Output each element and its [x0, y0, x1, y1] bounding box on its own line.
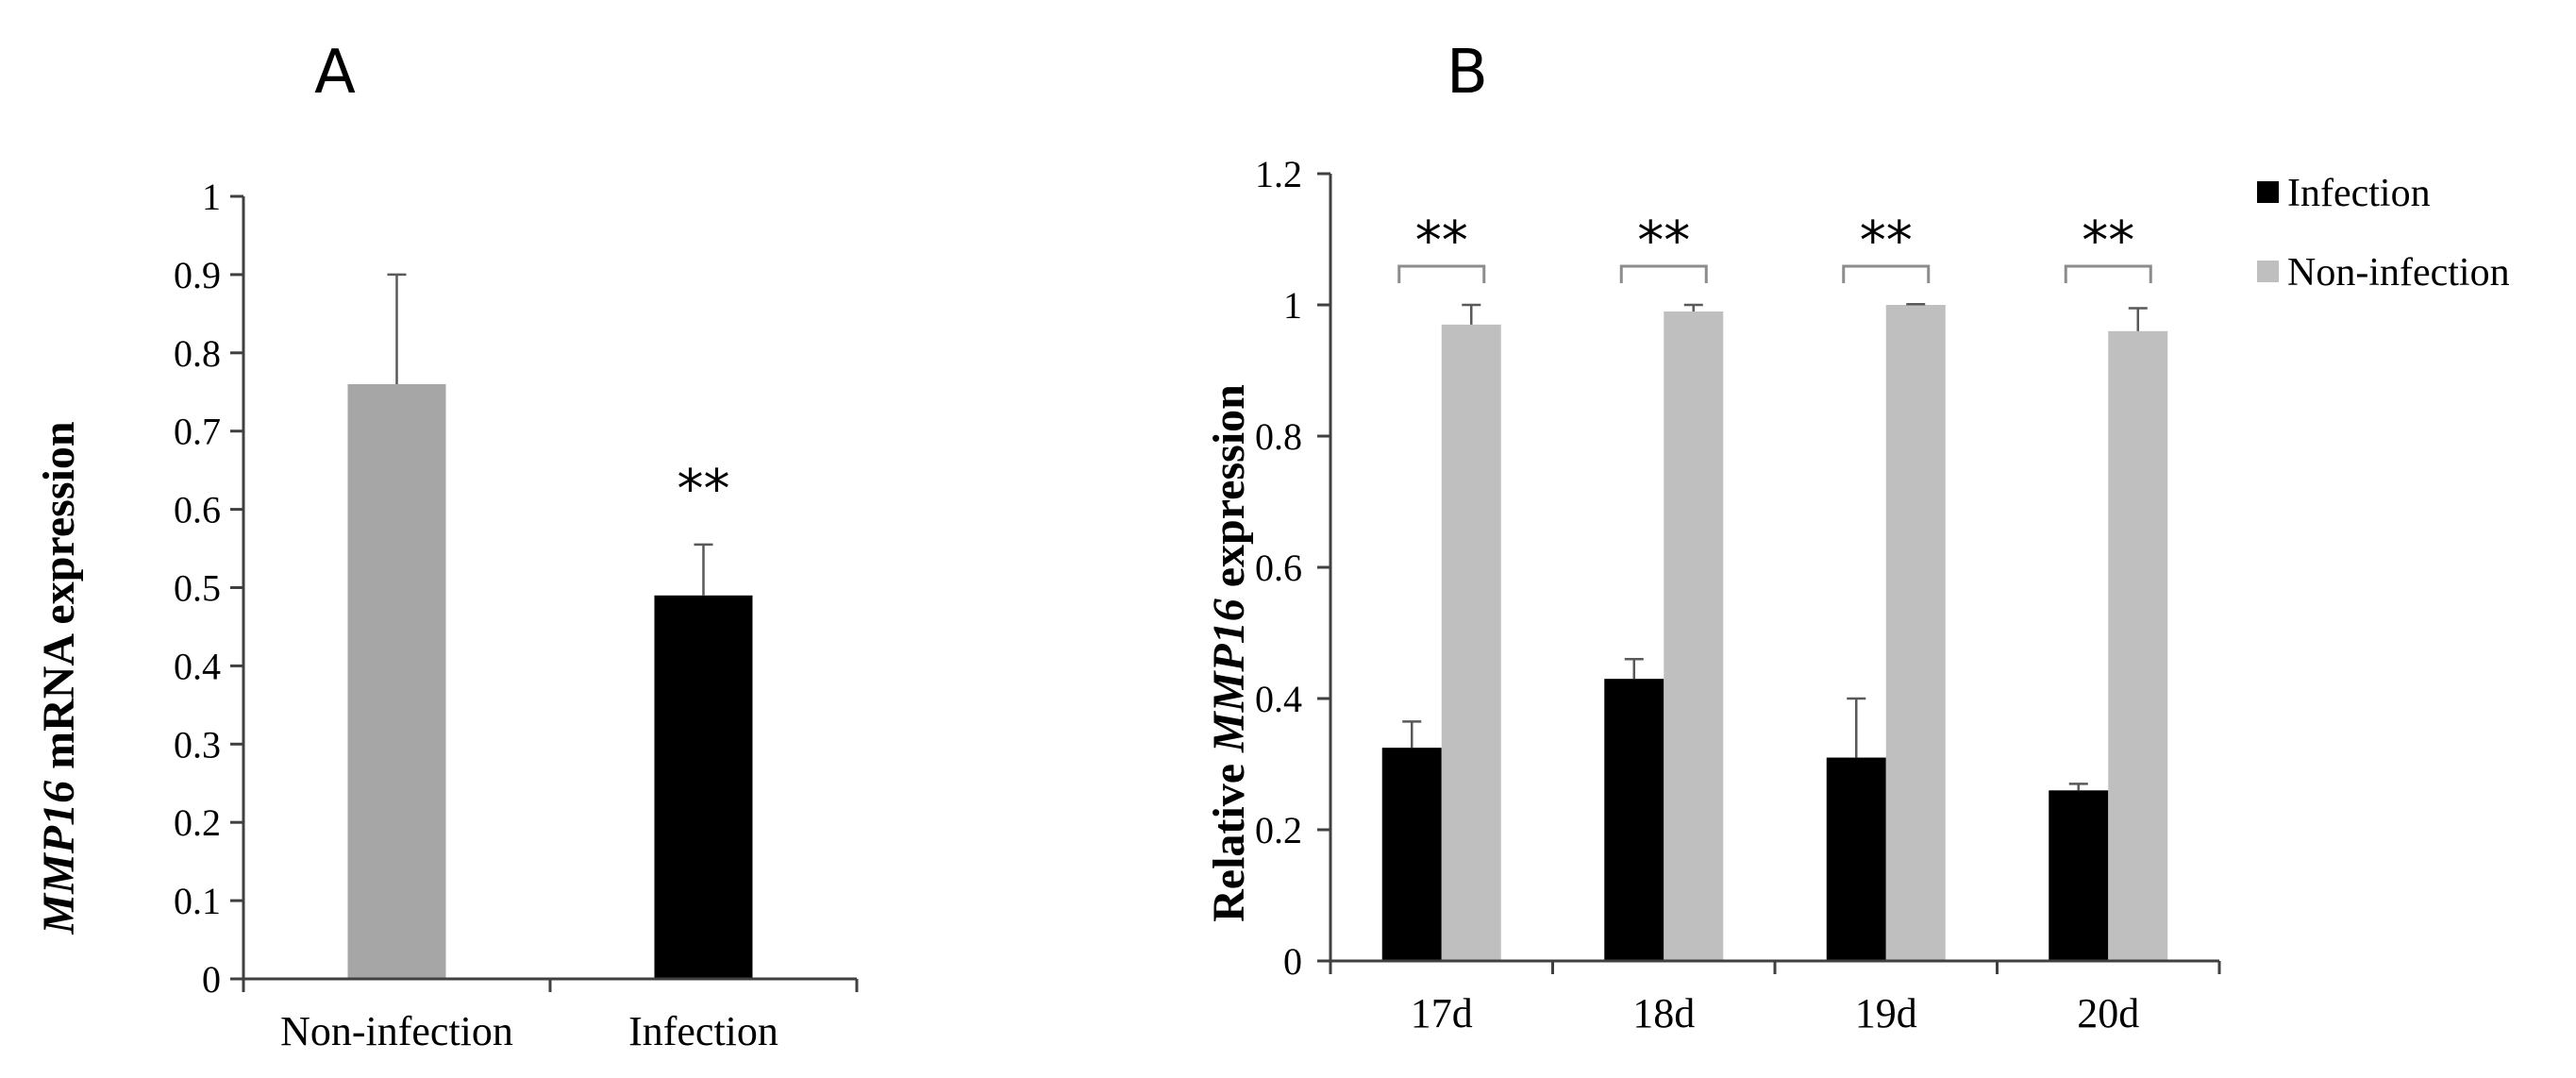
panel-a-bar	[654, 595, 753, 979]
panel-b-bar	[1441, 324, 1501, 962]
panel-a-y-tick-label: 1	[202, 176, 221, 218]
panel-b-category-labels: 17d 18d 19d 20d	[1411, 990, 2140, 1036]
panel-b-y-tick-labels: 0 0.2 0.4 0.6 0.8 1 1.2	[1255, 153, 1302, 983]
panel-b-y-tick-label: 1	[1283, 284, 1302, 327]
panel-b-significance-bracket	[1397, 264, 1486, 283]
panel-a-category-labels: Non-infection Infection	[280, 1008, 778, 1054]
panel-a-y-tick-label: 0.3	[174, 723, 221, 766]
panel-b-marks: ** ** ** **	[1381, 211, 2168, 962]
panel-b-significance: **	[2082, 211, 2134, 272]
panel-b-label: B	[1447, 38, 1488, 108]
panel-b-bar	[2108, 330, 2168, 961]
panel-a-y-tick-label: 0.2	[174, 801, 221, 844]
panel-a-y-tick-label: 0.8	[174, 332, 221, 375]
panel-b-bar	[1826, 757, 1886, 961]
panel-b-y-tick-label: 0.8	[1255, 415, 1302, 458]
panel-a-y-tick-label: 0.1	[174, 880, 221, 922]
panel-a-y-tick-label: 0.4	[174, 645, 221, 687]
panel-a: A MMP16 mRNA expression 0 0.1 0.2 0.3 0.4 0.5…	[34, 38, 859, 1054]
panel-a-axes	[230, 194, 859, 992]
legend-label-non-infection: Non-infection	[2287, 251, 2510, 295]
panel-b-significance-bracket	[1619, 264, 1708, 283]
panel-b-bar	[1604, 679, 1664, 961]
panel-a-marks: **	[347, 273, 753, 980]
panel-a-y-axis-gene: MMP16	[34, 781, 84, 935]
panel-b-legend: Infection Non-infection	[2257, 172, 2510, 295]
panel-b-significance: **	[1637, 211, 1690, 272]
panel-b-bar	[1381, 748, 1442, 961]
panel-b-category-label: 20d	[2077, 990, 2139, 1036]
panel-a-category-label: Infection	[628, 1008, 778, 1054]
panel-a-y-tick-label: 0.9	[174, 254, 221, 296]
panel-b-y-tick-label: 0.6	[1255, 547, 1302, 589]
panel-a-y-tick-labels: 0 0.1 0.2 0.3 0.4 0.5 0.6 0.7 0.8 0.9 1	[174, 176, 221, 1001]
panel-b-category-label: 19d	[1855, 990, 1917, 1036]
panel-a-y-axis-rest: mRNA expression	[34, 421, 84, 780]
panel-a-y-tick-label: 0.7	[174, 411, 221, 453]
panel-b-y-axis-gene: MMP16	[1204, 598, 1254, 753]
panel-b-y-axis-rest: expression	[1204, 384, 1254, 598]
panel-a-bar	[347, 383, 446, 980]
panel-a-y-tick-label: 0.5	[174, 567, 221, 610]
panel-b-y-tick-label: 0.2	[1255, 809, 1302, 851]
panel-b-significance: **	[1415, 211, 1468, 272]
panel-b-category-label: 18d	[1632, 990, 1695, 1036]
legend-swatch-non-infection	[2257, 261, 2279, 282]
panel-b: B Relative MMP16 expression 0 0.2 0.4 0.6 0.…	[1204, 38, 2510, 1036]
panel-b-bar	[1664, 311, 1724, 961]
panel-b-y-axis-label: Relative MMP16 expression	[1204, 384, 1254, 922]
panel-b-y-tick-label: 0	[1283, 940, 1302, 983]
panel-a-y-tick-label: 0	[202, 958, 221, 1001]
panel-a-y-tick-label: 0.6	[174, 489, 221, 531]
panel-a-significance: **	[677, 459, 730, 520]
panel-b-category-label: 17d	[1411, 990, 1473, 1036]
panel-b-significance: **	[1860, 211, 1913, 272]
legend-label-infection: Infection	[2287, 172, 2431, 215]
panel-b-y-tick-label: 1.2	[1255, 153, 1302, 195]
panel-a-category-label: Non-infection	[280, 1008, 513, 1054]
panel-a-label: A	[314, 38, 356, 108]
panel-b-significance-bracket	[1842, 264, 1931, 283]
panel-b-y-tick-label: 0.4	[1255, 678, 1302, 720]
panel-b-axes	[1317, 172, 2221, 974]
panel-b-y-axis-prefix: Relative	[1204, 752, 1254, 922]
legend-swatch-infection	[2257, 181, 2279, 203]
panel-b-significance-bracket	[2064, 264, 2152, 283]
panel-b-bar	[1885, 305, 1946, 961]
panel-b-bar	[2049, 790, 2109, 961]
panel-a-y-axis-label: MMP16 mRNA expression	[34, 421, 84, 935]
